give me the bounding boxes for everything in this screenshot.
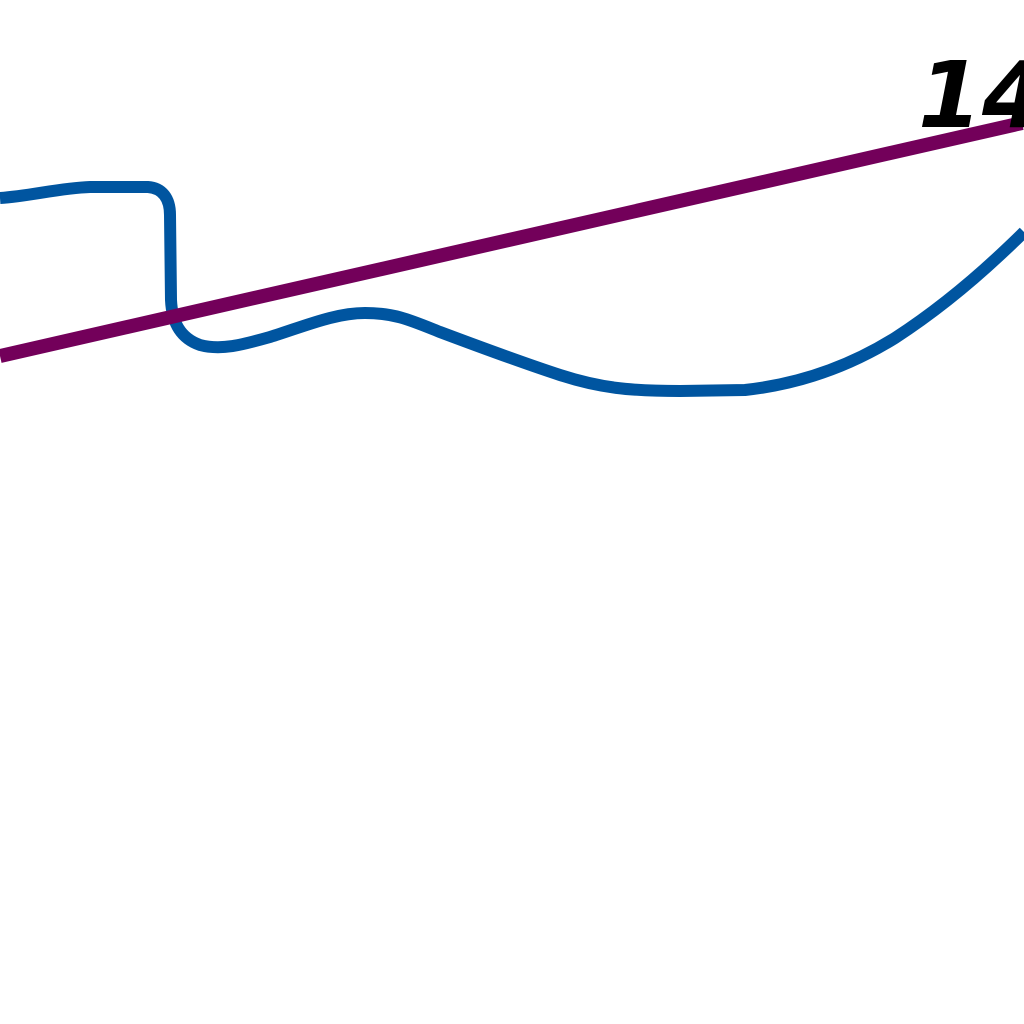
straight-route-line[interactable] <box>0 116 1024 363</box>
winding-route-line[interactable] <box>0 181 1024 397</box>
route-label: 14 <box>918 42 1024 149</box>
